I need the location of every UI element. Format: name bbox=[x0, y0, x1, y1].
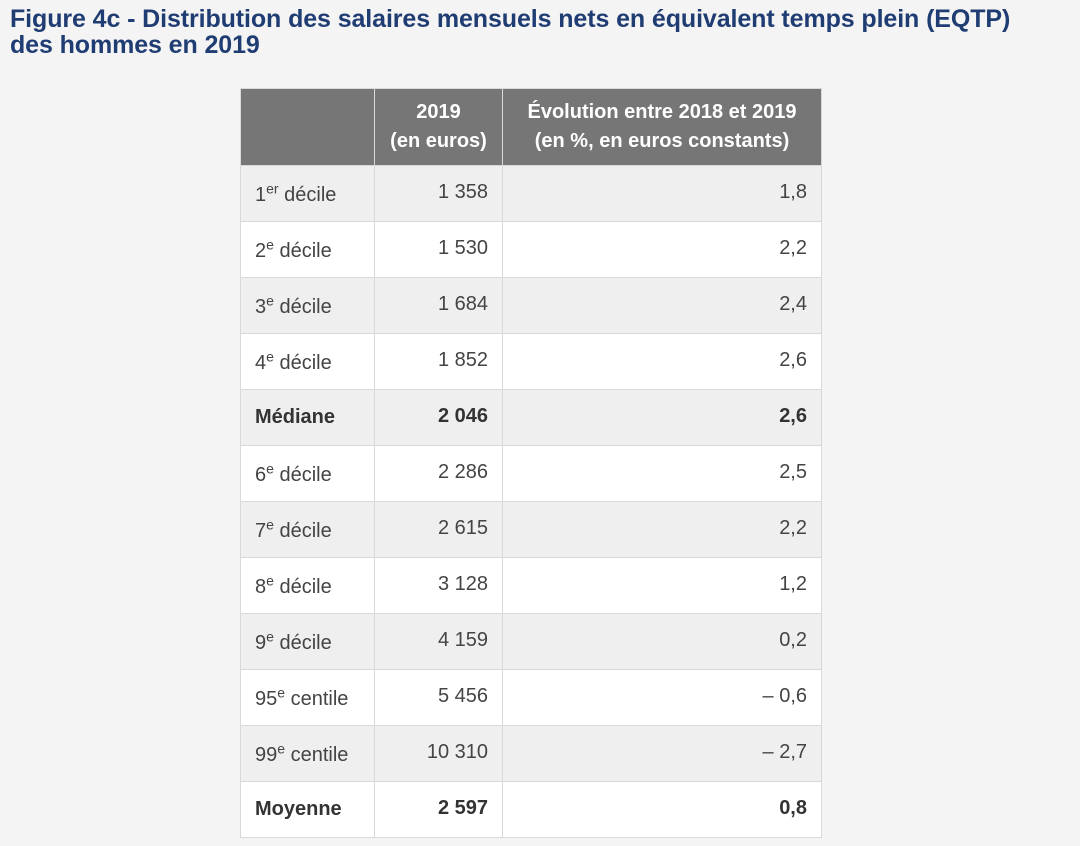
table-header: 2019 (en euros) Évolution entre 2018 et … bbox=[240, 88, 822, 166]
row-label-suffix: décile bbox=[273, 520, 332, 542]
salary-distribution-table-container: 2019 (en euros) Évolution entre 2018 et … bbox=[240, 88, 822, 838]
row-label-ordinal-suffix: e bbox=[266, 460, 274, 477]
row-label-suffix: décile bbox=[273, 296, 332, 318]
row-label-prefix: 1 bbox=[255, 184, 267, 206]
row-label-suffix: décile bbox=[273, 352, 332, 374]
row-evolution: 0,2 bbox=[502, 613, 822, 670]
row-label-suffix: décile bbox=[273, 464, 332, 486]
row-label-ordinal-suffix: er bbox=[266, 180, 279, 197]
row-label-prefix: 4 bbox=[255, 352, 267, 374]
row-label: 95e centile bbox=[240, 669, 375, 726]
row-evolution: 2,4 bbox=[502, 277, 822, 334]
row-value-2019: 1 358 bbox=[374, 165, 503, 222]
row-value-2019: 1 684 bbox=[374, 277, 503, 334]
table-row: 6e décile 2 286 2,5 bbox=[240, 445, 822, 502]
row-label-ordinal-suffix: e bbox=[266, 628, 274, 645]
row-label-ordinal-suffix: e bbox=[266, 292, 274, 309]
row-value-2019: 2 615 bbox=[374, 501, 503, 558]
row-label: 6e décile bbox=[240, 445, 375, 502]
row-label: Médiane bbox=[240, 389, 375, 446]
figure-title-line-2: des hommes en 2019 bbox=[10, 31, 260, 59]
row-value-2019: 2 597 bbox=[374, 781, 503, 838]
row-label: 99e centile bbox=[240, 725, 375, 782]
table-header-row: 2019 (en euros) Évolution entre 2018 et … bbox=[240, 88, 822, 166]
table-row: Médiane 2 046 2,6 bbox=[240, 389, 822, 446]
row-label-prefix: 8 bbox=[255, 576, 267, 598]
row-label-prefix: 3 bbox=[255, 296, 267, 318]
row-label-prefix: 95 bbox=[255, 688, 278, 710]
row-value-2019: 3 128 bbox=[374, 557, 503, 614]
row-label-suffix: décile bbox=[273, 240, 332, 262]
figure-title-line-1: Figure 4c - Distribution des salaires me… bbox=[10, 5, 1011, 33]
row-label-prefix: Médiane bbox=[255, 406, 336, 428]
table-row: 2e décile 1 530 2,2 bbox=[240, 221, 822, 278]
row-label: 7e décile bbox=[240, 501, 375, 558]
header-2019-line-1: 2019 bbox=[416, 101, 461, 123]
row-evolution: – 2,7 bbox=[502, 725, 822, 782]
figure-title: Figure 4c - Distribution des salaires me… bbox=[10, 6, 1074, 58]
table-row: Moyenne 2 597 0,8 bbox=[240, 781, 822, 838]
row-evolution: 2,2 bbox=[502, 501, 822, 558]
row-value-2019: 10 310 bbox=[374, 725, 503, 782]
table-row: 95e centile 5 456 – 0,6 bbox=[240, 669, 822, 726]
row-evolution: – 0,6 bbox=[502, 669, 822, 726]
row-evolution: 2,6 bbox=[502, 333, 822, 390]
row-label: 2e décile bbox=[240, 221, 375, 278]
row-label: 4e décile bbox=[240, 333, 375, 390]
header-evolution-line-1: Évolution entre 2018 et 2019 bbox=[527, 101, 797, 123]
row-value-2019: 4 159 bbox=[374, 613, 503, 670]
row-label-suffix: décile bbox=[278, 184, 337, 206]
table-row: 99e centile 10 310 – 2,7 bbox=[240, 725, 822, 782]
row-label-prefix: Moyenne bbox=[255, 798, 342, 820]
row-label: Moyenne bbox=[240, 781, 375, 838]
header-2019-line-2: (en euros) bbox=[390, 130, 487, 152]
header-empty-cell bbox=[240, 88, 375, 166]
row-value-2019: 1 530 bbox=[374, 221, 503, 278]
row-label-suffix: décile bbox=[273, 576, 332, 598]
row-value-2019: 5 456 bbox=[374, 669, 503, 726]
table-row: 7e décile 2 615 2,2 bbox=[240, 501, 822, 558]
table-row: 4e décile 1 852 2,6 bbox=[240, 333, 822, 390]
row-label-suffix: décile bbox=[273, 632, 332, 654]
row-value-2019: 1 852 bbox=[374, 333, 503, 390]
row-label-prefix: 2 bbox=[255, 240, 267, 262]
row-evolution: 1,8 bbox=[502, 165, 822, 222]
row-evolution: 2,5 bbox=[502, 445, 822, 502]
row-evolution: 0,8 bbox=[502, 781, 822, 838]
table-row: 3e décile 1 684 2,4 bbox=[240, 277, 822, 334]
row-label-ordinal-suffix: e bbox=[266, 516, 274, 533]
row-value-2019: 2 286 bbox=[374, 445, 503, 502]
row-label-ordinal-suffix: e bbox=[266, 572, 274, 589]
row-evolution: 1,2 bbox=[502, 557, 822, 614]
row-label: 1er décile bbox=[240, 165, 375, 222]
row-evolution: 2,2 bbox=[502, 221, 822, 278]
row-evolution: 2,6 bbox=[502, 389, 822, 446]
row-label-suffix: centile bbox=[285, 744, 349, 766]
row-label: 8e décile bbox=[240, 557, 375, 614]
table-row: 1er décile 1 358 1,8 bbox=[240, 165, 822, 222]
table-row: 8e décile 3 128 1,2 bbox=[240, 557, 822, 614]
salary-distribution-table: 2019 (en euros) Évolution entre 2018 et … bbox=[240, 88, 822, 838]
row-label-suffix: centile bbox=[285, 688, 349, 710]
header-evolution: Évolution entre 2018 et 2019 (en %, en e… bbox=[502, 88, 822, 166]
row-label-prefix: 9 bbox=[255, 632, 267, 654]
row-label-prefix: 99 bbox=[255, 744, 278, 766]
row-label-prefix: 7 bbox=[255, 520, 267, 542]
row-label-ordinal-suffix: e bbox=[277, 740, 286, 757]
row-label-ordinal-suffix: e bbox=[266, 348, 274, 365]
row-label-prefix: 6 bbox=[255, 464, 267, 486]
table-row: 9e décile 4 159 0,2 bbox=[240, 613, 822, 670]
header-2019-euros: 2019 (en euros) bbox=[374, 88, 503, 166]
row-value-2019: 2 046 bbox=[374, 389, 503, 446]
header-evolution-line-2: (en %, en euros constants) bbox=[534, 130, 790, 152]
row-label: 3e décile bbox=[240, 277, 375, 334]
table-body: 1er décile 1 358 1,8 2e décile 1 530 2,2… bbox=[240, 165, 822, 838]
row-label: 9e décile bbox=[240, 613, 375, 670]
row-label-ordinal-suffix: e bbox=[277, 684, 286, 701]
row-label-ordinal-suffix: e bbox=[266, 236, 274, 253]
